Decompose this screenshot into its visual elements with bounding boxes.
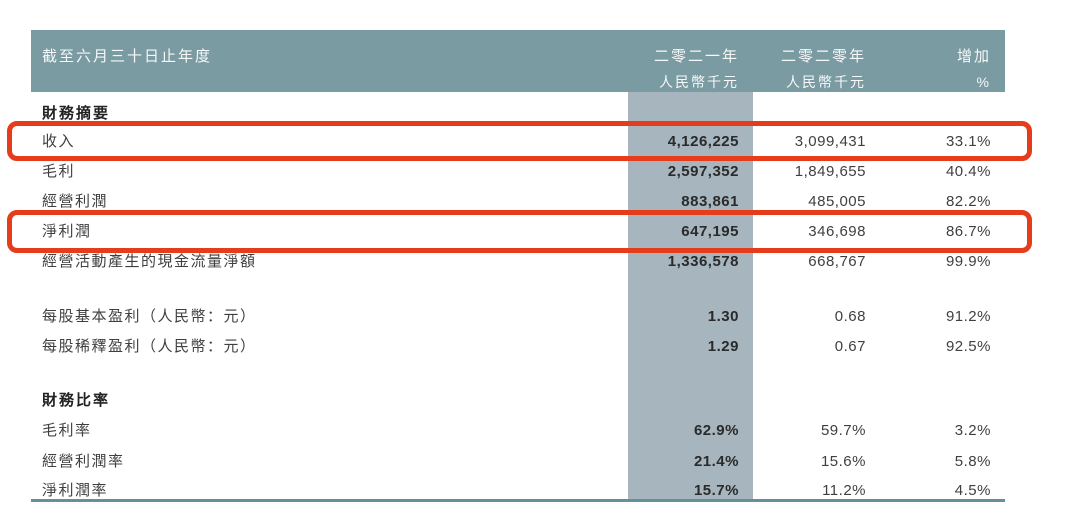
value-2021: 21.4% [693,453,739,470]
header-unit-line: 人民幣千元 人民幣千元 % [31,72,1005,92]
value-2020: 485,005 [808,193,866,210]
row-label: 經營利潤率 [42,453,125,470]
section-title-financial-ratios: 財務比率 [31,386,1005,416]
header-year-line: 截至六月三十日止年度 二零二一年 二零二零年 增加 [31,47,1005,67]
row-label: 每股基本盈利（人民幣：元） [42,308,257,325]
value-change: 3.2% [954,422,991,439]
value-2021: 2,597,352 [667,163,739,180]
value-2020: 59.7% [820,422,866,439]
unit-label-2020: 人民幣千元 [786,74,866,90]
unit-label-2021: 人民幣千元 [659,74,739,90]
value-2020: 15.6% [820,453,866,470]
row-label: 收入 [42,133,76,150]
unit-label-change: % [976,74,991,90]
value-2021: 647,195 [681,223,739,240]
table-row-gross-profit: 毛利 2,597,352 1,849,655 40.4% [31,157,1005,187]
highlight-box-revenue [7,121,1032,161]
column-header-2020: 二零二零年 [780,48,866,65]
table-row-net-operating-cash-flow: 經營活動產生的現金流量淨額 1,336,578 668,767 99.9% [31,247,1005,277]
column-header-2021: 二零二一年 [653,48,739,65]
table-row-net-margin: 淨利潤率 15.7% 11.2% 4.5% [31,476,1005,506]
value-2021: 1.29 [707,338,739,355]
value-change: 86.7% [945,223,991,240]
column-header-change: 增加 [956,48,991,65]
highlight-box-net-profit [7,210,1032,253]
table-row-operating-profit: 經營利潤 883,861 485,005 82.2% [31,187,1005,217]
section-title-financial-summary: 財務摘要 [31,99,1005,129]
value-2021: 1.30 [707,308,739,325]
value-change: 4.5% [954,482,991,499]
value-2021: 62.9% [693,422,739,439]
row-label: 淨利潤率 [42,482,109,499]
value-2021: 4,126,225 [667,133,739,150]
value-2020: 0.67 [834,338,866,355]
value-change: 91.2% [945,308,991,325]
row-label: 毛利 [42,163,76,180]
table-row-operating-margin: 經營利潤率 21.4% 15.6% 5.8% [31,447,1005,477]
table-bottom-rule [31,499,1005,502]
value-change: 99.9% [945,253,991,270]
row-label: 經營活動產生的現金流量淨額 [42,253,257,270]
value-2021: 1,336,578 [667,253,739,270]
value-2020: 0.68 [834,308,866,325]
table-row-revenue: 收入 4,126,225 3,099,431 33.1% [31,127,1005,157]
value-2021: 15.7% [693,482,739,499]
value-change: 82.2% [945,193,991,210]
value-change: 40.4% [945,163,991,180]
section-title-label: 財務摘要 [42,105,111,122]
table-row-gross-margin: 毛利率 62.9% 59.7% 3.2% [31,416,1005,446]
table-row-diluted-eps: 每股稀釋盈利（人民幣：元） 1.29 0.67 92.5% [31,332,1005,362]
table-row-basic-eps: 每股基本盈利（人民幣：元） 1.30 0.68 91.2% [31,302,1005,332]
row-label: 毛利率 [42,422,92,439]
value-2020: 668,767 [808,253,866,270]
value-2020: 1,849,655 [794,163,866,180]
value-change: 5.8% [954,453,991,470]
row-label: 經營利潤 [42,193,109,210]
value-2021: 883,861 [681,193,739,210]
value-change: 92.5% [945,338,991,355]
table-header-band: 截至六月三十日止年度 二零二一年 二零二零年 增加 人民幣千元 人民幣千元 % [31,30,1005,92]
value-2020: 3,099,431 [794,133,866,150]
value-2020: 346,698 [808,223,866,240]
period-label: 截至六月三十日止年度 [42,48,213,65]
value-change: 33.1% [945,133,991,150]
row-label: 淨利潤 [42,223,92,240]
row-label: 每股稀釋盈利（人民幣：元） [42,338,257,355]
section-title-label: 財務比率 [42,392,111,409]
value-2020: 11.2% [822,482,866,499]
table-row-net-profit: 淨利潤 647,195 346,698 86.7% [31,217,1005,247]
